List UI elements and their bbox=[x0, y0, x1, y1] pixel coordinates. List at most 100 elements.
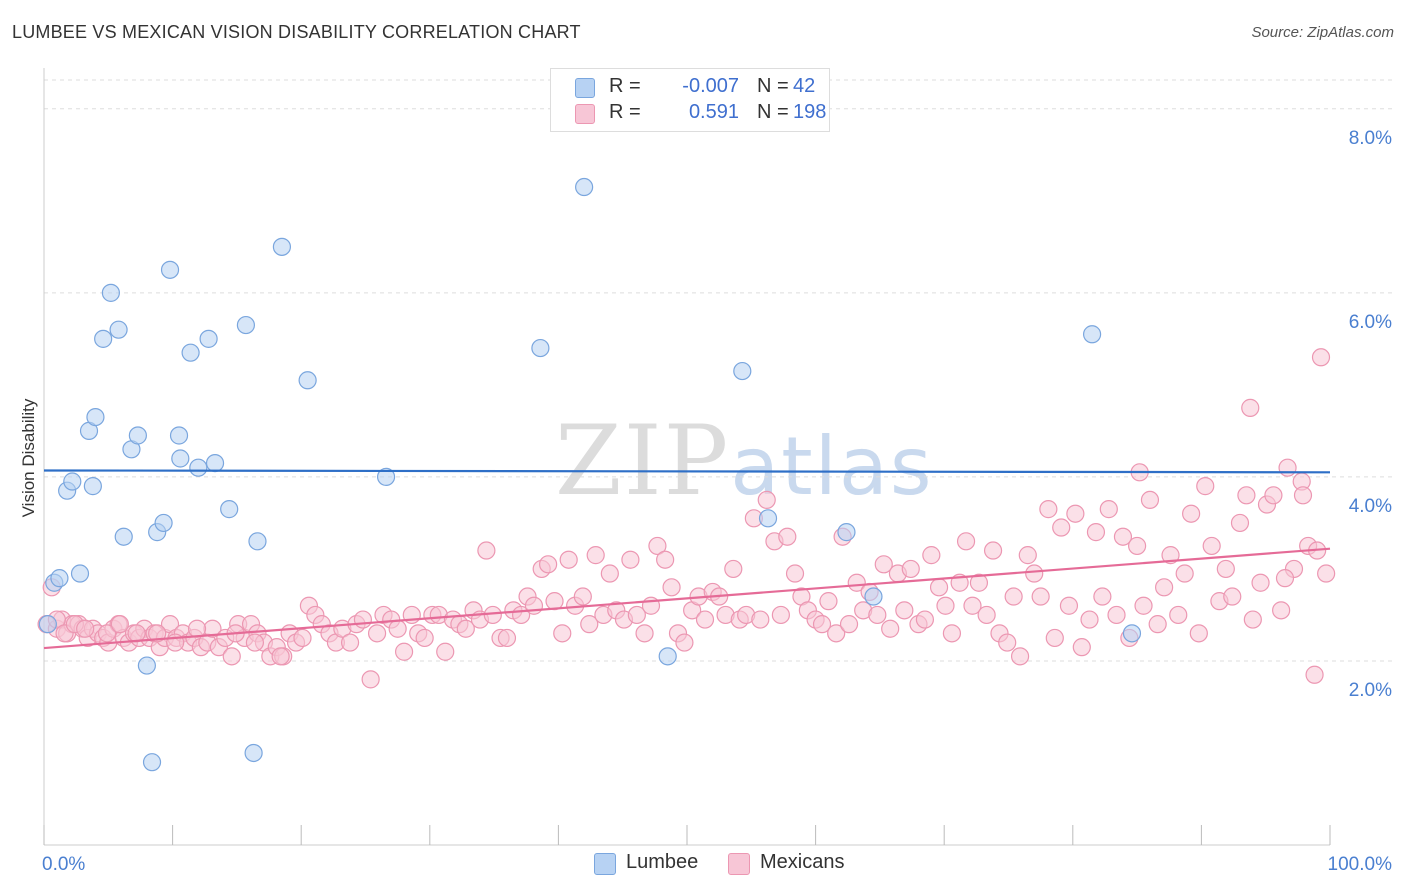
lumbee-point bbox=[864, 587, 883, 606]
lumbee-point bbox=[160, 260, 180, 279]
lumbee-point bbox=[94, 329, 113, 348]
mexicans-point bbox=[394, 642, 414, 661]
mexicans-point bbox=[1264, 486, 1283, 505]
mexicans-point bbox=[1241, 398, 1260, 417]
mexicans-point bbox=[340, 633, 360, 652]
lumbee-legend-label: Lumbee bbox=[626, 851, 699, 873]
mexicans-point bbox=[1010, 647, 1030, 666]
y-tick-label: 8.0% bbox=[1349, 128, 1392, 149]
mexicans-point bbox=[868, 605, 887, 625]
lumbee-point bbox=[70, 564, 90, 583]
mexicans-point bbox=[293, 628, 312, 648]
mexicans-point bbox=[1031, 587, 1050, 606]
mexicans-point bbox=[1317, 564, 1336, 583]
lumbee-point bbox=[169, 426, 189, 445]
watermark-zip: ZIP bbox=[555, 405, 731, 517]
mexicans-point bbox=[662, 578, 681, 597]
mexicans-point bbox=[1237, 486, 1256, 505]
mexicans-point bbox=[1182, 504, 1201, 523]
lumbee-point bbox=[189, 458, 208, 477]
mexicans-point bbox=[819, 592, 838, 611]
mexicans-point bbox=[881, 619, 900, 638]
lumbee-point bbox=[50, 569, 69, 588]
mexicans-point bbox=[1293, 486, 1313, 505]
x-tick-label: 0.0% bbox=[42, 854, 85, 875]
x-tick-label: 100.0% bbox=[1328, 854, 1393, 875]
lumbee-point bbox=[114, 527, 133, 546]
lumbee-point bbox=[181, 343, 200, 362]
mexicans-point bbox=[895, 601, 914, 620]
mexicans-point bbox=[353, 610, 373, 629]
mexicans-point bbox=[621, 550, 640, 569]
mexicans-point bbox=[695, 610, 715, 629]
n-value: 42 bbox=[793, 75, 816, 97]
mexicans-point bbox=[812, 615, 832, 634]
chart-title: LUMBEE VS MEXICAN VISION DISABILITY CORR… bbox=[12, 22, 581, 42]
mexicans-point bbox=[1175, 564, 1194, 583]
lumbee-point bbox=[128, 426, 147, 445]
trend-lines bbox=[43, 469, 1331, 650]
mexicans-point bbox=[388, 619, 407, 638]
mexicans-point bbox=[1052, 518, 1071, 537]
mexicans-point bbox=[785, 564, 805, 583]
lumbee-point bbox=[758, 509, 778, 528]
mexicans-point bbox=[361, 670, 380, 689]
mexicans-point bbox=[110, 615, 129, 634]
mexicans-point bbox=[751, 610, 770, 629]
lumbee-point bbox=[1122, 624, 1142, 643]
mexicans-point bbox=[998, 633, 1017, 652]
mexicans-point bbox=[956, 532, 976, 551]
mexicans-point bbox=[778, 527, 797, 546]
n-value: 198 bbox=[793, 101, 827, 123]
mexicans-point bbox=[635, 624, 654, 643]
mexicans-point bbox=[1251, 573, 1270, 592]
lumbee-point bbox=[244, 743, 263, 763]
lumbee-point bbox=[236, 315, 256, 335]
lumbee-point bbox=[733, 361, 752, 381]
mexicans-point bbox=[573, 587, 592, 606]
mexicans-legend-swatch bbox=[728, 853, 750, 875]
lumbee-point bbox=[837, 523, 856, 542]
mexicans-point bbox=[1148, 615, 1167, 634]
mexicans-point bbox=[936, 596, 955, 615]
mexicans-point bbox=[963, 596, 982, 615]
mexicans-point bbox=[1127, 536, 1147, 556]
lumbee-point bbox=[109, 320, 128, 339]
lumbee-point bbox=[575, 177, 594, 197]
mexicans-point bbox=[1155, 578, 1174, 597]
mexicans-point bbox=[539, 555, 558, 574]
mexicans-point bbox=[600, 564, 619, 583]
mexicans-point bbox=[847, 573, 866, 592]
mexicans-point bbox=[1093, 587, 1112, 606]
y-tick-label: 6.0% bbox=[1349, 312, 1392, 333]
mexicans-point bbox=[127, 624, 146, 643]
lumbee-point bbox=[376, 467, 396, 487]
mexicans-point bbox=[1223, 587, 1242, 606]
mexicans-point bbox=[245, 633, 265, 652]
lumbee-point bbox=[101, 283, 120, 302]
watermark: ZIPatlas bbox=[555, 405, 934, 517]
mexicans-point bbox=[1018, 546, 1037, 565]
lumbee-point bbox=[38, 615, 57, 634]
mexicans-point bbox=[929, 578, 949, 597]
lumbee-swatch bbox=[575, 78, 595, 98]
mexicans-point bbox=[827, 624, 846, 643]
r-label: R = bbox=[609, 75, 641, 97]
mexicans-point bbox=[148, 624, 167, 643]
mexicans-point bbox=[367, 624, 387, 643]
mexicans-point bbox=[1059, 596, 1079, 615]
lumbee-point bbox=[142, 753, 162, 772]
lumbee-point bbox=[171, 449, 190, 468]
mexicans-point bbox=[1278, 458, 1297, 477]
mexicans-point bbox=[1189, 624, 1208, 643]
mexicans-point bbox=[1216, 559, 1235, 579]
lumbee-point bbox=[531, 338, 550, 358]
mexicans-point bbox=[922, 546, 941, 565]
y-tick-label: 2.0% bbox=[1349, 680, 1392, 701]
stats-legend: R = -0.007 N = 42 R = 0.591 N = 198 bbox=[550, 68, 830, 132]
mexicans-legend-label: Mexicans bbox=[760, 851, 845, 873]
n-label: N = bbox=[757, 75, 789, 97]
lumbee-point bbox=[154, 513, 173, 533]
mexicans-point bbox=[271, 647, 290, 666]
